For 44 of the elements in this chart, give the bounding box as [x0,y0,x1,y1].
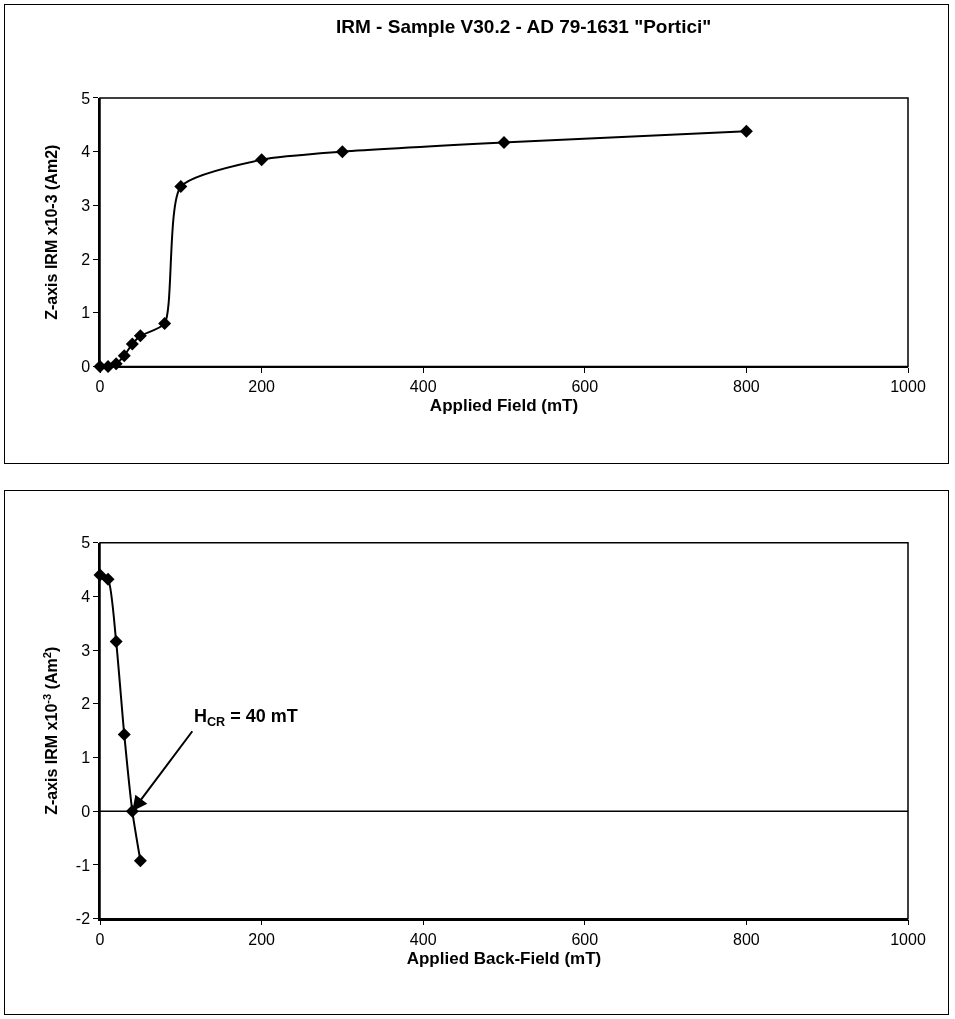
point [133,854,147,868]
point [125,337,139,351]
y-tick-label: 1 [81,749,91,767]
chart-title: IRM - Sample V30.2 - AD 79-1631 "Portici" [336,16,712,38]
y-tick-label: 2 [81,695,91,713]
y-tick-label: 2 [81,250,91,268]
x-tick-label: 400 [409,378,437,396]
point [255,153,269,167]
x-tick-label: 1000 [890,378,926,396]
point [117,727,131,741]
x-tick-label: 600 [571,930,599,948]
x-axis-title: Applied Back-Field (mT) [406,948,602,968]
y-tick-label: 0 [81,358,91,376]
x-tick-label: 600 [571,378,599,396]
point [117,349,131,363]
y-tick-label: 0 [81,802,91,820]
y-tick-label: 5 [81,89,91,107]
x-tick-label: 200 [248,930,276,948]
y-tick-label: 4 [81,143,91,161]
y-axis-title: Z-axis IRM x10-3 (Am2) [43,144,61,320]
y-tick-label: -1 [75,856,91,874]
y-tick-label: 1 [81,304,91,322]
x-axis-title: Applied Field (mT) [429,396,579,416]
x-tick-label: 1000 [890,930,926,948]
x-tick-label: 800 [733,930,760,948]
point [739,124,753,138]
point [158,317,172,330]
y-tick-label: 5 [81,534,91,552]
point [101,572,115,586]
x-tick-label: 200 [248,378,276,396]
x-tick-label: 400 [409,930,437,948]
point [497,136,511,150]
annotation: H$_{CR}$ = 40 mT [194,706,298,729]
point [109,635,123,649]
y-tick-label: 4 [81,588,91,606]
point [335,145,349,159]
point [133,329,147,343]
y-tick-label: -2 [75,910,91,928]
y-tick-label: 3 [81,641,91,659]
x-tick-label: 0 [95,378,105,396]
y-tick-label: 3 [81,196,91,214]
point [174,180,188,194]
x-tick-label: 800 [733,378,760,396]
x-tick-label: 0 [95,930,105,948]
